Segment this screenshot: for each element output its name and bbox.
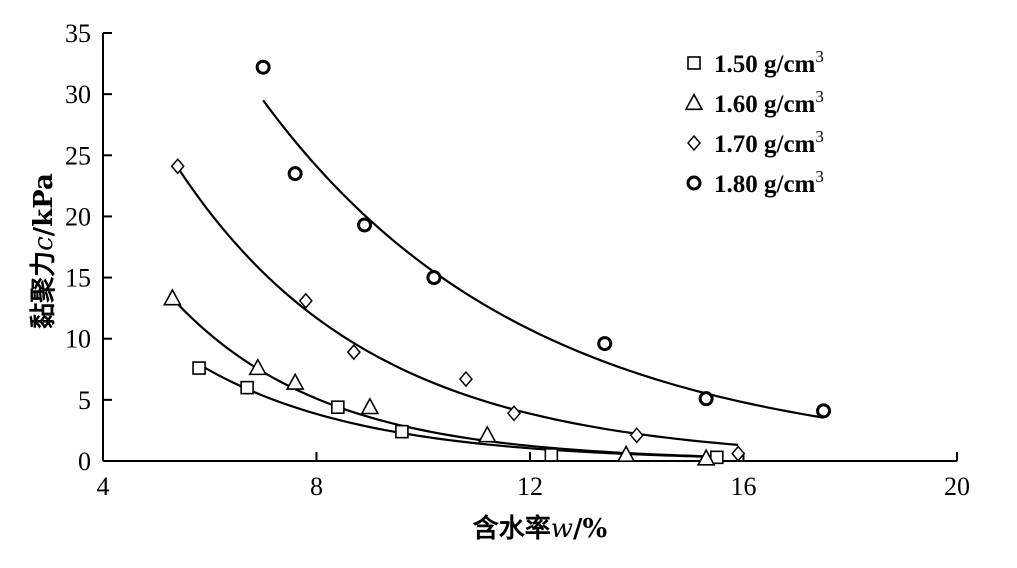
- legend-circle-marker: [686, 175, 702, 191]
- y-tick-label: 0: [78, 447, 91, 476]
- legend-label: 1.80 g/cm3: [714, 167, 824, 198]
- legend-diamond-marker: [687, 134, 701, 152]
- diamond-point: [731, 445, 746, 462]
- legend-label-superscript: 3: [815, 47, 824, 66]
- circle-point: [255, 59, 271, 75]
- circle-point: [357, 217, 373, 233]
- circle-point: [287, 166, 303, 182]
- square-point: [192, 361, 206, 375]
- legend-label-text: 1.80 g/cm: [714, 171, 816, 198]
- square-point: [544, 448, 559, 462]
- square-point: [240, 380, 254, 395]
- triangle-point: [248, 357, 268, 376]
- legend-label-text: 1.60 g/cm: [714, 91, 816, 118]
- legend-label-text: 1.70 g/cm: [714, 131, 816, 158]
- y-tick-label: 35: [65, 19, 91, 48]
- legend-label-superscript: 3: [815, 87, 824, 106]
- x-tick-label: 12: [517, 472, 543, 501]
- diamond-point: [458, 370, 473, 388]
- legend-entry-1: 1.50 g/cm3: [687, 47, 824, 78]
- legend-entry-4: 1.80 g/cm3: [686, 167, 824, 198]
- diamond-point: [506, 405, 521, 422]
- triangle-point: [616, 444, 636, 462]
- y-tick-label: 30: [65, 80, 91, 109]
- x-axis-label: 含水率w/%: [473, 513, 608, 544]
- y-axis-label: 黏聚力c/kPa: [29, 173, 59, 329]
- legend-entry-3: 1.70 g/cm3: [687, 127, 824, 158]
- diamond-point: [298, 292, 313, 309]
- y-tick-label: 5: [78, 386, 91, 415]
- x-tick-label: 4: [97, 472, 110, 501]
- x-tick-label: 20: [944, 472, 970, 501]
- x-axis-label-suffix: /%: [573, 514, 607, 544]
- y-axis-label-prefix: 黏聚力: [29, 251, 59, 329]
- legend-label: 1.70 g/cm3: [714, 127, 824, 158]
- legend-label: 1.50 g/cm3: [714, 47, 824, 78]
- triangle-point: [360, 397, 380, 415]
- legend-triangle-marker: [684, 92, 704, 111]
- legend-square-marker: [687, 56, 701, 70]
- square-point: [395, 424, 409, 439]
- legend-entry-2: 1.60 g/cm3: [684, 87, 824, 118]
- y-tick-label: 20: [65, 202, 91, 231]
- axes: 4 8 12 16 20 0 5 10 15 20 25 30 35: [65, 19, 970, 501]
- x-tick-label: 8: [310, 472, 323, 501]
- circle-point: [426, 270, 442, 286]
- x-axis-label-prefix: 含水率: [473, 513, 551, 544]
- diamond-point: [346, 344, 361, 361]
- triangle-point: [163, 288, 182, 306]
- y-axis-label-suffix: /kPa: [29, 173, 59, 236]
- x-axis-label-var: w: [551, 514, 573, 544]
- y-axis-label-var: c: [29, 236, 59, 251]
- legend-label-superscript: 3: [815, 127, 824, 146]
- y-tick-label: 25: [65, 141, 91, 170]
- fit-curve-4: [262, 99, 824, 419]
- circle-point: [698, 391, 714, 407]
- triangle-point: [696, 448, 716, 466]
- legend-label-superscript: 3: [815, 167, 824, 186]
- circle-point: [597, 336, 613, 352]
- data-points: [163, 59, 832, 466]
- square-point: [331, 400, 345, 414]
- legend-label: 1.60 g/cm3: [714, 87, 824, 118]
- y-tick-label: 15: [65, 264, 91, 293]
- legend-label-text: 1.50 g/cm: [714, 51, 816, 78]
- y-tick-label: 10: [65, 325, 91, 354]
- circle-point: [816, 403, 832, 419]
- x-tick-label: 16: [731, 472, 757, 501]
- triangle-point: [477, 425, 497, 443]
- diamond-point: [629, 427, 644, 444]
- diamond-point: [170, 158, 185, 175]
- fit-curve-3: [176, 166, 739, 446]
- triangle-point: [285, 372, 305, 390]
